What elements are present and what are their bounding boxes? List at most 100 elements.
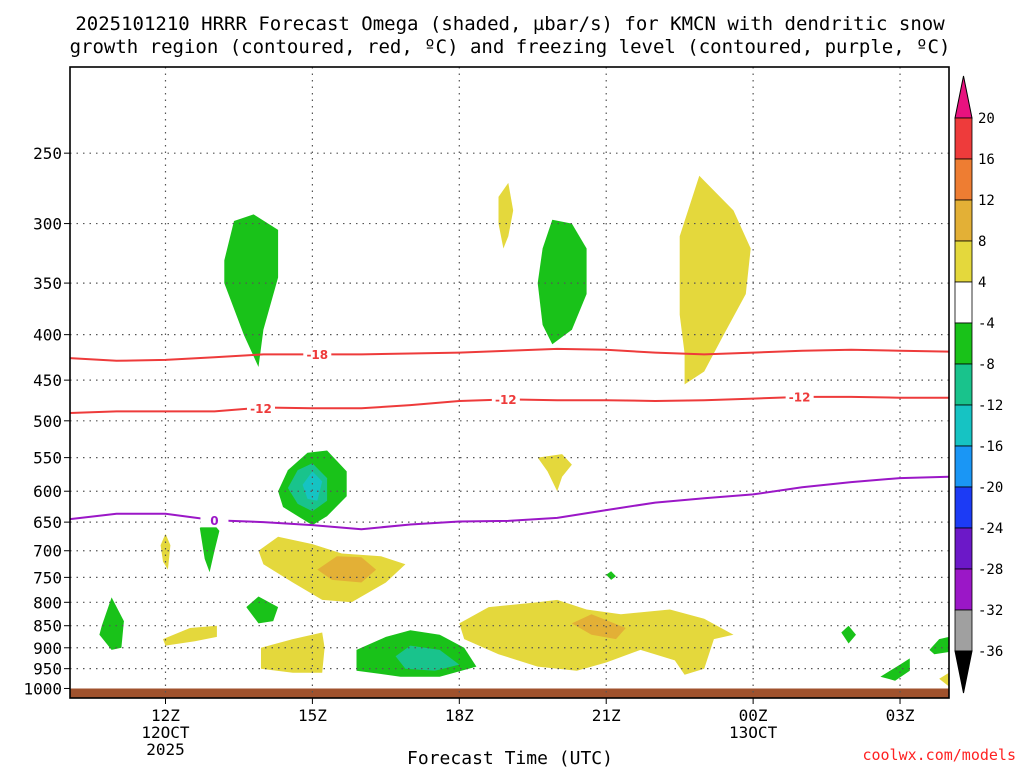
colorbar-box-4 [954,240,973,283]
contour-label-0-0: 0 [210,514,218,528]
y-tick-label-500: 500 [33,412,62,431]
colorbar-tick-13: -36 [978,644,1003,660]
omega-region-21 [841,625,856,644]
colorbar-box-7 [954,363,973,406]
colorbar-top-arrow [954,75,973,119]
omega-region-24 [939,672,949,687]
contour-label--12-0: -12 [250,402,272,416]
y-tick-label-600: 600 [33,482,62,501]
omega-region-3 [498,182,514,249]
y-tick-label-800: 800 [33,593,62,612]
omega-shading [99,175,949,687]
colorbar-box-5 [954,281,973,324]
ground-bar [70,688,949,698]
chart-title-line1: 2025101210 HRRR Forecast Omega (shaded, … [75,13,945,35]
contour-line--18 [69,347,950,362]
colorbar-tick-5: -4 [978,316,995,332]
x-axis-label: Forecast Time (UTC) [407,748,613,768]
colorbar-box-1 [954,117,973,160]
omega-region-4 [537,454,572,492]
contour-label--12-1: -12 [495,393,517,407]
contour-label-bg--12-2 [785,389,814,404]
omega-region-0 [224,214,279,367]
chart-title-line2: growth region (contoured, red, ºC) and f… [70,36,951,58]
y-tick-label-250: 250 [33,144,62,163]
y-tick-label-950: 950 [33,660,62,679]
omega-region-2 [679,175,751,385]
colorbar-box-12 [954,568,973,611]
x-tick-label-00Z: 00Z [739,706,768,725]
y-tick-label-1000: 1000 [23,679,62,698]
colorbar-tick-9: -20 [978,480,1003,496]
credit-text: coolwx.com/models [862,746,1016,764]
colorbar-box-2 [954,158,973,201]
omega-region-18 [395,645,460,671]
colorbar-tick-6: -8 [978,357,995,373]
y-tick-label-650: 650 [33,513,62,532]
omega-region-9 [160,533,171,570]
colorbar-tick-1: 16 [978,152,995,168]
omega-region-8 [199,519,220,573]
colorbar-box-9 [954,445,973,488]
contour-label--12-2: -12 [789,390,811,404]
omega-region-11 [317,556,377,583]
colorbar-box-11 [954,527,973,570]
y-tick-label-450: 450 [33,371,62,390]
plot-frame [69,66,950,699]
plot-background [70,67,949,698]
x-tick-label-18Z: 18Z [445,706,474,725]
omega-region-13 [99,597,124,650]
omega-region-1 [537,219,587,345]
plot-area: -18 -12 -12 -12 0 [69,66,950,699]
contour-label--18-0: -18 [306,348,328,362]
colorbar-bottom-arrow [954,650,973,694]
omega-region-20 [571,614,626,640]
y-tick-label-900: 900 [33,639,62,658]
y-tick-label-300: 300 [33,215,62,234]
omega-region-12 [606,571,616,580]
grid-lines [70,67,949,698]
omega-region-16 [261,632,325,673]
omega-region-14 [246,596,279,624]
colorbar-tick-8: -16 [978,439,1003,455]
colorbar-tick-2: 12 [978,193,995,209]
omega-region-7 [302,471,323,501]
omega-region-19 [459,599,734,675]
x-tick-date-0: 12OCT [141,723,190,742]
colorbar-tick-10: -24 [978,521,1003,537]
colorbar-box-3 [954,199,973,242]
x-tick-label-21Z: 21Z [592,706,621,725]
y-tick-label-400: 400 [33,326,62,345]
x-tick-label-12Z: 12Z [151,706,180,725]
omega-region-15 [163,625,217,646]
x-tick-date-4: 13OCT [729,723,778,742]
colorbar-tick-11: -28 [978,562,1003,578]
x-tick-label-15Z: 15Z [298,706,327,725]
contour-label-bg-0-0 [200,513,229,528]
colorbar-tick-7: -12 [978,398,1003,414]
colorbar-box-6 [954,322,973,365]
colorbar-tick-4: 4 [978,275,986,291]
colorbar-box-13 [954,609,973,652]
y-axis: 250 300 350 400 450 500 550 600 650 700 750 800 850 9… [23,144,70,698]
colorbar-tick-0: 20 [978,111,995,127]
contour-lines: -18 -12 -12 -12 0 [69,347,950,531]
omega-region-23 [929,636,949,655]
y-tick-label-350: 350 [33,274,62,293]
omega-region-22 [880,658,910,681]
colorbar-tick-12: -32 [978,603,1003,619]
colorbar-box-8 [954,404,973,447]
contour-label-bg--18-0 [303,347,332,362]
colorbar-tick-3: 8 [978,234,986,250]
colorbar: 20 16 12 8 4 -4 -8 -12 -16 -20 -24 -28 -32 -36 [954,75,1003,694]
y-tick-label-550: 550 [33,449,62,468]
colorbar-box-10 [954,486,973,529]
y-tick-label-850: 850 [33,617,62,636]
x-tick-year-0: 2025 [146,740,185,759]
x-tick-label-03Z: 03Z [886,706,915,725]
contour-label-bg--12-0 [246,401,275,416]
y-tick-label-750: 750 [33,568,62,587]
contour-label-bg--12-1 [491,392,520,407]
